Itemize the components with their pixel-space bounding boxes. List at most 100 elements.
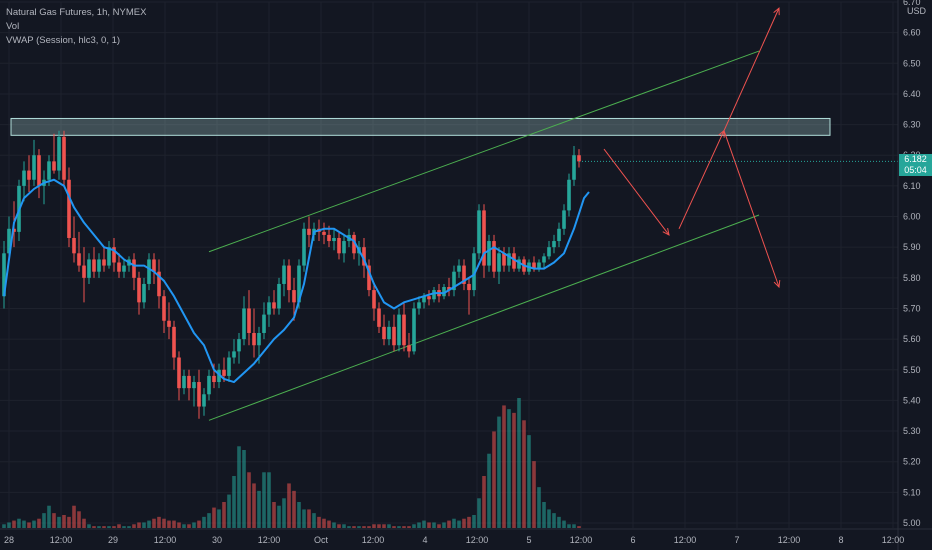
candle-body bbox=[402, 314, 406, 346]
projection-arrowhead bbox=[773, 7, 780, 16]
candle-body bbox=[182, 375, 186, 389]
price-tick-label: 6.00 bbox=[903, 212, 921, 222]
volume-bar bbox=[77, 511, 81, 528]
volume-bar bbox=[267, 472, 271, 528]
candle-body bbox=[292, 290, 296, 303]
volume-bar bbox=[47, 505, 51, 528]
time-tick-label: 12:00 bbox=[50, 535, 73, 545]
candle-body bbox=[82, 265, 86, 278]
candle-body bbox=[62, 136, 66, 180]
candle-body bbox=[102, 259, 106, 266]
price-tick-label: 5.80 bbox=[903, 273, 921, 283]
volume-bar bbox=[412, 524, 416, 528]
volume-bar bbox=[367, 526, 371, 528]
volume-bar bbox=[182, 524, 186, 528]
candle-body bbox=[482, 210, 486, 266]
candle-body bbox=[327, 234, 331, 242]
candle-body bbox=[487, 241, 491, 266]
candle-body bbox=[572, 155, 576, 180]
volume-bar bbox=[407, 526, 411, 528]
candle-body bbox=[167, 320, 171, 327]
volume-bar bbox=[337, 524, 341, 528]
candle-body bbox=[27, 170, 31, 180]
candle-body bbox=[467, 283, 471, 291]
candle-body bbox=[257, 332, 261, 346]
volume-bar bbox=[277, 505, 281, 528]
volume-bar bbox=[387, 524, 391, 528]
volume-bar bbox=[342, 524, 346, 528]
volume-label[interactable]: Vol bbox=[6, 21, 20, 32]
vwap-label[interactable]: VWAP (Session, hlc3, 0, 1) bbox=[6, 35, 121, 46]
volume-bar bbox=[402, 526, 406, 528]
candle-body bbox=[227, 357, 231, 376]
volume-bar bbox=[302, 509, 306, 528]
volume-bar bbox=[167, 520, 171, 528]
volume-bar bbox=[87, 524, 91, 528]
candle-body bbox=[287, 265, 291, 291]
time-tick-label: 12:00 bbox=[570, 535, 593, 545]
volume-bar bbox=[72, 505, 76, 528]
projection-arrowhead bbox=[773, 280, 781, 289]
volume-bar bbox=[132, 524, 136, 528]
volume-bar bbox=[577, 526, 581, 528]
candle-body bbox=[267, 302, 271, 315]
volume-bar bbox=[17, 518, 21, 528]
candle-body bbox=[377, 308, 381, 327]
candle-body bbox=[237, 339, 241, 352]
volume-bar bbox=[517, 398, 521, 528]
price-tick-label: 6.70 bbox=[903, 0, 921, 7]
candle-body bbox=[47, 161, 51, 180]
candle-body bbox=[542, 256, 546, 263]
candle-body bbox=[382, 326, 386, 340]
volume-bar bbox=[417, 522, 421, 528]
volume-bar bbox=[12, 520, 16, 528]
volume-bar bbox=[432, 522, 436, 528]
time-tick-label: 12:00 bbox=[882, 535, 905, 545]
volume-bar bbox=[232, 476, 236, 528]
candle-body bbox=[562, 210, 566, 229]
projection-segment bbox=[723, 7, 780, 131]
candle-body bbox=[57, 136, 61, 171]
candle-body bbox=[52, 161, 56, 171]
volume-bar bbox=[482, 476, 486, 528]
candle-body bbox=[452, 271, 456, 291]
candle-body bbox=[92, 259, 96, 272]
volume-bar bbox=[522, 420, 526, 528]
candle-body bbox=[117, 262, 121, 272]
candle-body bbox=[67, 179, 71, 238]
candle-body bbox=[262, 314, 266, 333]
resistance-zone bbox=[10, 117, 831, 136]
volume-bar bbox=[227, 494, 231, 528]
symbol-title[interactable]: Natural Gas Futures, 1h, NYMEX bbox=[6, 7, 147, 18]
candle-body bbox=[422, 296, 426, 303]
candle-body bbox=[417, 302, 421, 309]
candle-body bbox=[12, 228, 16, 232]
time-tick-label: Oct bbox=[314, 535, 329, 545]
volume-bar bbox=[42, 513, 46, 528]
volume-bar bbox=[262, 472, 266, 528]
volume-bar bbox=[162, 518, 166, 528]
volume-bar bbox=[282, 498, 286, 528]
volume-bar bbox=[537, 487, 541, 528]
candle-body bbox=[577, 155, 581, 162]
candle-body bbox=[192, 382, 196, 389]
candle-body bbox=[547, 247, 551, 257]
candle-body bbox=[2, 253, 6, 297]
candle-body bbox=[77, 253, 81, 266]
volume-bar bbox=[507, 409, 511, 528]
volume-bar bbox=[217, 509, 221, 528]
candle-body bbox=[397, 314, 401, 346]
volume-bar bbox=[502, 405, 506, 528]
vwap-line bbox=[3, 178, 590, 384]
volume-bar bbox=[487, 453, 491, 528]
volume-bar bbox=[552, 513, 556, 528]
candle-body bbox=[472, 253, 476, 291]
volume-bar bbox=[532, 461, 536, 528]
volume-bar bbox=[212, 507, 216, 528]
candle-body bbox=[157, 271, 161, 297]
volume-bar bbox=[512, 412, 516, 528]
volume-bar bbox=[52, 513, 56, 528]
volume-bar bbox=[362, 526, 366, 528]
volume-bar bbox=[122, 526, 126, 528]
